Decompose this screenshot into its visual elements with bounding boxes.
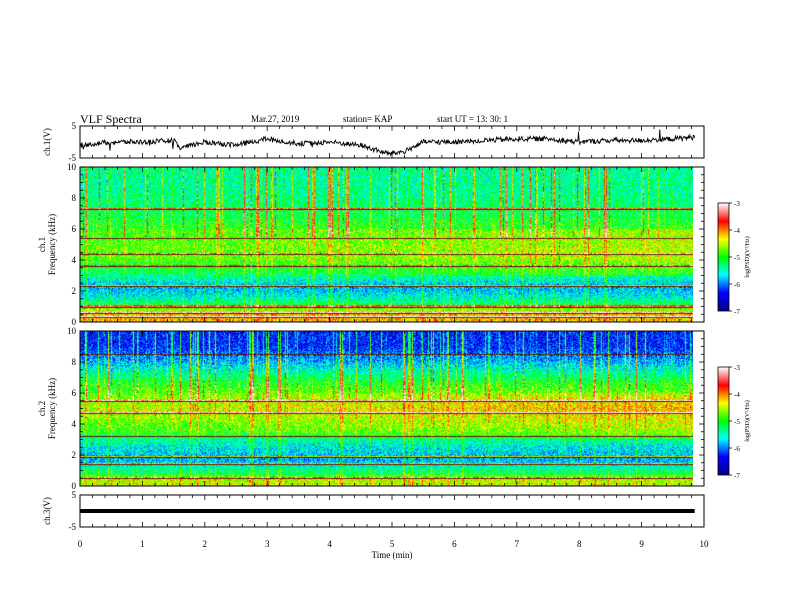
colorbar-tick-label: -7 xyxy=(734,308,740,316)
y-axis-label: ch.1 xyxy=(37,237,47,252)
y-tick-label: 2 xyxy=(72,450,77,460)
x-tick-label: 3 xyxy=(265,539,270,549)
figure-date: Mar.27, 2019 xyxy=(251,114,300,124)
ch2-colorbar xyxy=(718,367,729,475)
x-tick-label: 0 xyxy=(78,539,83,549)
colorbar-tick-label: -6 xyxy=(734,281,740,289)
y-tick-label: 4 xyxy=(72,255,77,265)
ch1-colorbar xyxy=(718,203,729,311)
y-tick-label: 6 xyxy=(72,388,77,398)
y-tick-label: 2 xyxy=(72,286,77,296)
colorbar-tick-label: -5 xyxy=(734,418,740,426)
y-tick-label: 8 xyxy=(72,357,77,367)
y-tick-label: 8 xyxy=(72,193,77,203)
y-axis-label: ch.1(V) xyxy=(42,128,52,156)
y-axis-label: ch.2 xyxy=(37,401,47,416)
x-tick-label: 6 xyxy=(452,539,457,549)
colorbar-label: log(PSD)(V²/Hz) xyxy=(744,400,751,441)
panel-frame xyxy=(79,330,705,487)
x-tick-label: 9 xyxy=(639,539,644,549)
x-tick-label: 7 xyxy=(515,539,520,549)
y-tick-label: 6 xyxy=(72,224,77,234)
colorbar-label: log(PSD)(V²/Hz) xyxy=(744,236,751,277)
x-tick-label: 4 xyxy=(327,539,332,549)
figure-title: VLF Spectra xyxy=(80,112,142,126)
ch1-spectrogram xyxy=(80,167,693,322)
colorbar-tick-label: -4 xyxy=(734,227,740,235)
colorbar-frame xyxy=(717,202,730,312)
colorbar-tick-label: -4 xyxy=(734,391,740,399)
colorbar-frame xyxy=(717,366,730,476)
y-axis-label: Frequency (kHz) xyxy=(47,214,57,275)
y-tick-label: 0 xyxy=(72,481,77,491)
x-tick-label: 5 xyxy=(390,539,395,549)
y-axis-label: ch.3(V) xyxy=(42,497,52,525)
y-tick-label: 5 xyxy=(72,121,77,131)
ch1-waveform-line xyxy=(79,129,696,157)
panel-frame xyxy=(79,166,705,323)
y-tick-label: -5 xyxy=(69,522,77,532)
figure-start-time: start UT = 13: 30: 1 xyxy=(437,114,509,124)
colorbar-tick-label: -7 xyxy=(734,472,740,480)
colorbar-tick-label: -3 xyxy=(734,364,740,372)
figure-station: station= KAP xyxy=(343,114,393,124)
y-tick-label: 4 xyxy=(72,419,77,429)
y-tick-label: -5 xyxy=(69,153,77,163)
y-axis-label: Frequency (kHz) xyxy=(47,378,57,439)
y-tick-label: 5 xyxy=(72,490,77,500)
x-tick-label: 1 xyxy=(140,539,145,549)
x-tick-label: 2 xyxy=(203,539,208,549)
x-axis-label: Time (min) xyxy=(372,550,413,560)
x-tick-label: 10 xyxy=(700,539,710,549)
colorbar-tick-label: -6 xyxy=(734,445,740,453)
y-tick-label: 0 xyxy=(72,317,77,327)
y-tick-label: 10 xyxy=(67,326,77,336)
x-tick-label: 8 xyxy=(577,539,582,549)
y-tick-label: 10 xyxy=(67,162,77,172)
colorbar-tick-label: -5 xyxy=(734,254,740,262)
ch2-spectrogram xyxy=(80,331,693,486)
colorbar-tick-label: -3 xyxy=(734,200,740,208)
